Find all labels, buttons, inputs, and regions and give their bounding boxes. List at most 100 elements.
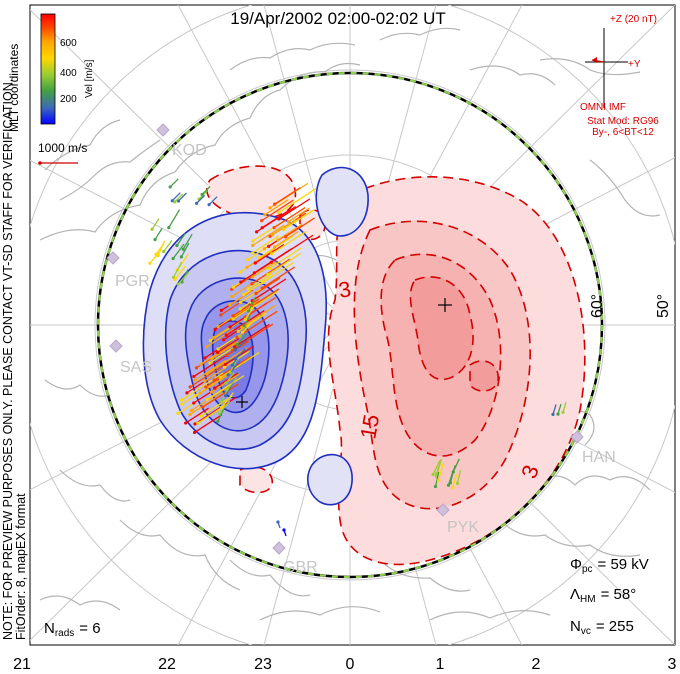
velocity-vector-origin xyxy=(189,408,193,413)
velocity-vector-origin xyxy=(192,374,196,379)
velocity-vector-origin xyxy=(148,261,152,265)
velocity-vector-origin xyxy=(176,199,181,203)
velocity-vector xyxy=(261,209,291,229)
velocity-vector-origin xyxy=(267,244,271,248)
velocity-vector xyxy=(273,207,306,229)
station-gbr: GBR xyxy=(283,559,318,576)
velocity-vector xyxy=(169,178,179,188)
velocity-vector xyxy=(209,347,234,364)
velocity-vector xyxy=(200,395,233,417)
velocity-vector xyxy=(267,252,301,276)
velocity-vector-origin xyxy=(273,202,277,206)
velocity-vector-origin xyxy=(239,280,243,284)
velocity-vector-origin xyxy=(219,308,223,312)
velocity-vector xyxy=(247,273,272,290)
velocity-vector-origin xyxy=(198,391,202,395)
velocity-vector-origin xyxy=(263,213,267,217)
velocity-vector-origin xyxy=(225,388,229,392)
velocity-vector xyxy=(217,338,240,354)
velocity-vector xyxy=(204,366,227,382)
velocity-vector xyxy=(176,233,186,246)
velocity-vector-origin xyxy=(193,422,197,426)
velocity-vector-origin xyxy=(196,421,200,425)
velocity-vector-origin xyxy=(231,285,235,289)
velocity-vector xyxy=(452,474,458,488)
velocity-vector-origin xyxy=(277,211,281,215)
velocity-vector xyxy=(172,243,185,259)
stat-phi: Φpc = 59 kV xyxy=(570,556,649,575)
velocity-vector-origin xyxy=(208,361,212,365)
contour-label-3-top: 3 xyxy=(337,276,353,303)
velocity-vector xyxy=(234,323,270,348)
velocity-vector-origin xyxy=(201,405,205,409)
velocity-vector-origin xyxy=(277,217,281,221)
colorbar-tick-400: 400 xyxy=(60,68,77,79)
velocity-vector xyxy=(218,400,231,415)
station-sas: SAS xyxy=(120,359,152,376)
velocity-vector-origin xyxy=(246,287,250,291)
station-markers xyxy=(106,123,584,555)
station-kod: KOD xyxy=(172,142,207,159)
velocity-vector-origin xyxy=(230,348,234,352)
velocity-vector xyxy=(214,372,239,389)
velocity-vector-origin xyxy=(203,356,207,360)
velocity-vector-origin xyxy=(228,370,232,374)
velocity-vector-origin xyxy=(260,226,264,230)
side-note-line2: FitOrder: 8, mapEX format xyxy=(14,493,28,640)
velocity-vector xyxy=(206,328,235,348)
velocity-vector xyxy=(283,209,315,230)
velocity-vector-origin xyxy=(268,206,272,210)
velocity-vector-origin xyxy=(171,256,175,261)
velocity-vector xyxy=(272,219,297,236)
imf-y-label: +Y xyxy=(628,59,641,70)
velocity-vector-origin xyxy=(455,481,460,485)
velocity-vector-origin xyxy=(261,280,265,285)
velocity-vector-origin xyxy=(253,261,257,265)
velocity-vector-origin xyxy=(222,365,227,369)
velocity-vector xyxy=(185,407,209,424)
velocity-vector-origin xyxy=(219,400,223,404)
mlt-axis: 21 22 23 0 1 2 3 xyxy=(13,656,676,673)
velocity-vector-origin xyxy=(216,419,220,423)
velocity-vector-origin xyxy=(276,238,280,242)
velocity-vector-origin xyxy=(205,372,209,376)
velocity-vector xyxy=(197,402,229,424)
velocity-vector-origin xyxy=(168,185,172,189)
stats: Nrads = 6 Φpc = 59 kV ΛHM = 58° Nvc = 255 xyxy=(44,556,649,639)
velocity-vector xyxy=(196,194,206,204)
velocity-vector-origin xyxy=(231,317,235,321)
velocity-vector-origin xyxy=(238,307,242,311)
velocity-vector-origin xyxy=(175,243,179,248)
velocity-vector-origin xyxy=(266,272,270,277)
velocity-vector-origin xyxy=(226,373,230,377)
station-pgr: PGR xyxy=(115,273,150,290)
velocity-vector-origin xyxy=(185,391,189,395)
lat-label-50: 50° xyxy=(655,294,672,318)
side-note: NOTE: FOR PREVIEW PURPOSES ONLY. PLEASE … xyxy=(1,79,28,640)
contour-label-15: 15 xyxy=(355,412,384,440)
velocity-vector-origin xyxy=(210,356,214,361)
velocity-vector-origin xyxy=(179,255,183,259)
velocity-vector xyxy=(261,199,294,222)
mlt-tick-22: 22 xyxy=(158,656,176,673)
velocity-vector-origin xyxy=(230,363,235,367)
velocity-vector xyxy=(206,375,245,401)
velocity-vector-origin xyxy=(242,324,246,328)
stat-nvc: Nvc = 255 xyxy=(570,618,634,637)
velocity-vector-origin xyxy=(234,357,238,361)
velocity-vector xyxy=(274,230,299,248)
velocity-vector-origin xyxy=(150,227,154,231)
velocity-vector-origin xyxy=(205,345,209,349)
velocity-vector xyxy=(434,471,440,487)
velocity-vector-origin xyxy=(219,405,224,409)
velocity-vector xyxy=(151,218,160,230)
velocity-vector-origin xyxy=(272,226,276,230)
velocity-vector xyxy=(255,277,281,295)
map-title: 19/Apr/2002 02:00-02:02 UT xyxy=(230,9,445,28)
mlt-tick-3: 3 xyxy=(668,656,677,673)
velocity-vector xyxy=(235,348,247,360)
velocity-vector-origin xyxy=(181,247,185,251)
velocity-vector-origin xyxy=(162,249,166,254)
velocity-vector xyxy=(252,224,285,247)
velocity-vector-origin xyxy=(257,256,261,260)
